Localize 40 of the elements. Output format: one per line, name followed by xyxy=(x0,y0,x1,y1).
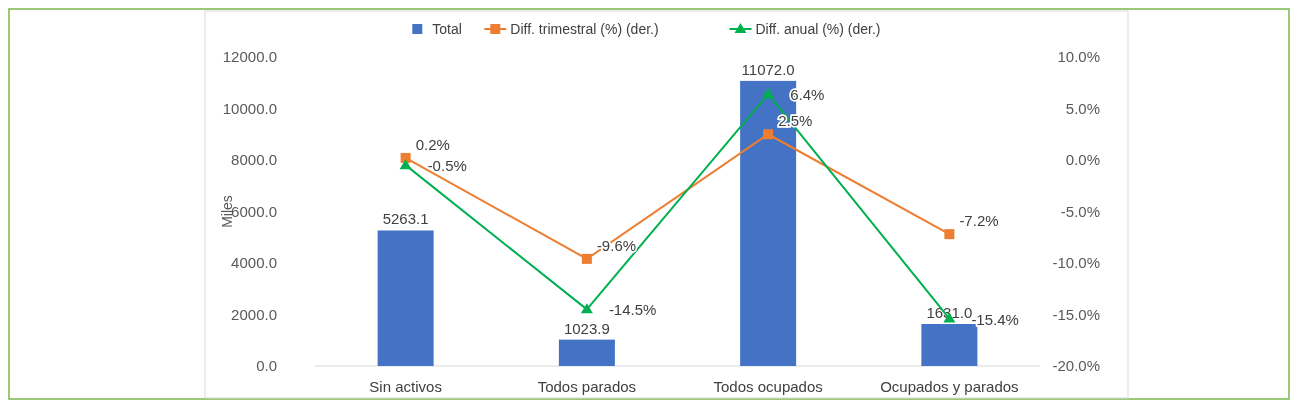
point xyxy=(763,129,774,140)
x-tick-label: Todos parados xyxy=(537,378,637,395)
legend-label: Diff. anual (%) (der.) xyxy=(755,21,881,37)
legend-label: Total xyxy=(432,21,462,37)
point xyxy=(762,88,775,99)
y2-tick-label: -20.0% xyxy=(1052,357,1100,374)
data-label: -15.4% xyxy=(971,310,1019,328)
y2-tick-label: -15.0% xyxy=(1052,305,1100,323)
legend-label: Diff. trimestral (%) (der.) xyxy=(510,21,659,37)
data-label: 1023.9 xyxy=(563,319,610,337)
y-tick-label: 12000.0 xyxy=(222,48,277,65)
point xyxy=(400,152,411,163)
data-label: 2.5% xyxy=(778,112,813,130)
x-tick-label: Ocupados y parados xyxy=(880,378,1019,395)
bar xyxy=(921,324,978,366)
x-tick-label: Todos ocupados xyxy=(713,378,823,395)
bar xyxy=(558,339,615,366)
data-label: -0.5% xyxy=(427,157,467,175)
data-label: -14.5% xyxy=(608,301,657,319)
data-label: 11072.0 xyxy=(741,60,795,78)
bar xyxy=(377,230,434,366)
y2-tick-label: -5.0% xyxy=(1060,202,1100,220)
y-tick-label: 2000.0 xyxy=(231,305,277,323)
y-tick-label: 10000.0 xyxy=(222,99,277,117)
y-tick-label: 6000.0 xyxy=(231,202,277,220)
point xyxy=(399,159,412,170)
data-label: 5263.1 xyxy=(382,210,429,228)
x-tick-label: Sin activos xyxy=(369,378,442,395)
data-label: 0.2% xyxy=(415,135,450,153)
data-label: -7.2% xyxy=(959,212,999,230)
y2-tick-label: -10.0% xyxy=(1052,254,1100,271)
point xyxy=(580,303,593,314)
point xyxy=(581,253,592,264)
y-tick-label: 4000.0 xyxy=(231,254,277,271)
point xyxy=(944,229,955,240)
y2-tick-label: 5.0% xyxy=(1065,99,1100,117)
y2-tick-label: 10.0% xyxy=(1057,48,1100,65)
y-tick-label: 8000.0 xyxy=(231,151,277,168)
y-tick-label: 0.0 xyxy=(256,357,277,374)
y2-tick-label: 0.0% xyxy=(1065,151,1100,168)
